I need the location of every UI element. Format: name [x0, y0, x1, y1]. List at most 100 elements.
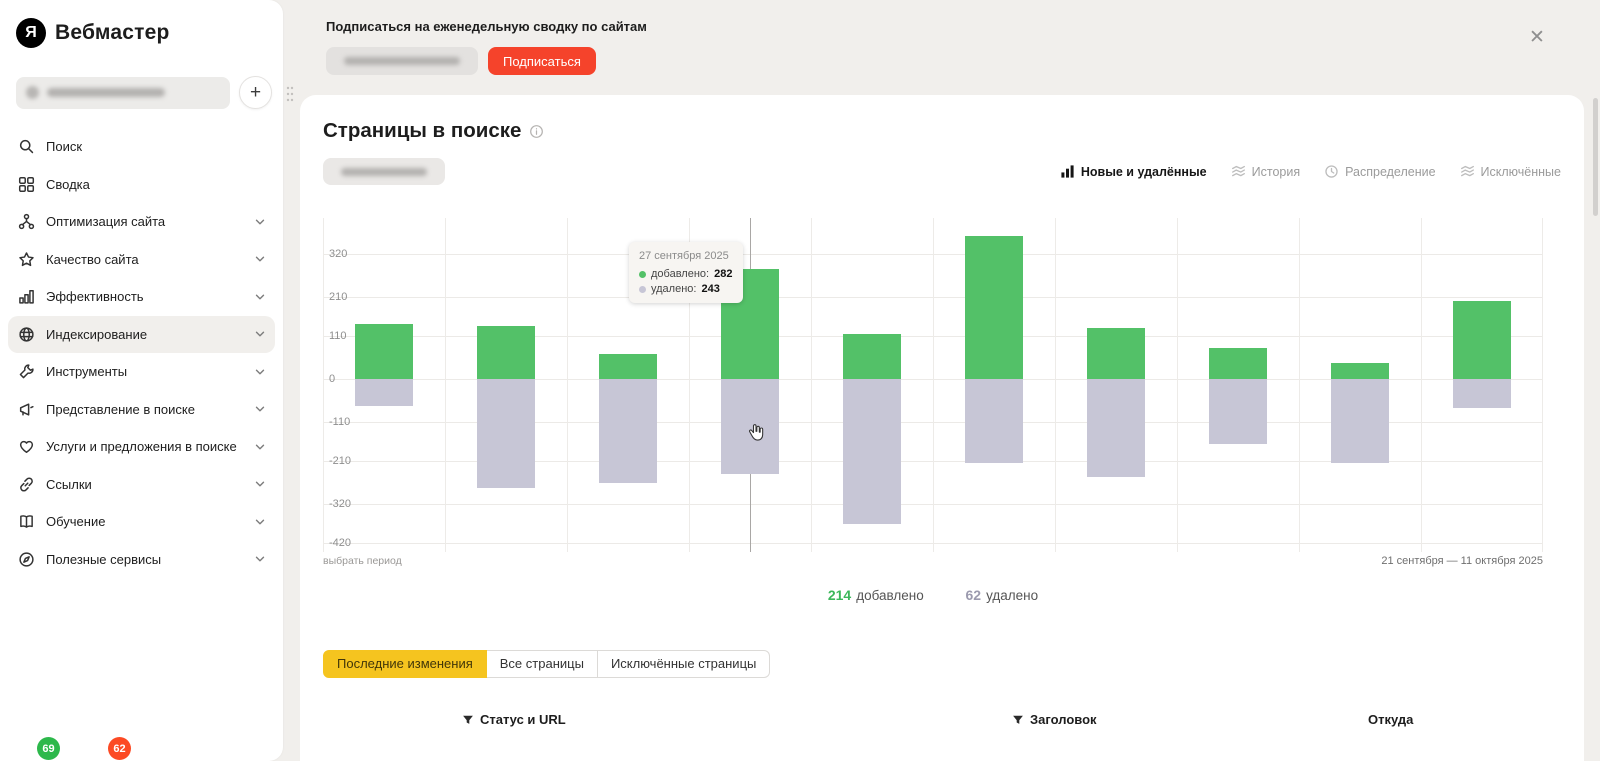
column-header-label: Заголовок: [1030, 712, 1097, 727]
link-icon: [18, 476, 35, 493]
sidebar-item-education[interactable]: Обучение: [8, 503, 275, 541]
v-gridline: [1421, 218, 1422, 552]
bar-removed[interactable]: [599, 379, 657, 483]
chevron-down-icon: [254, 478, 266, 490]
column-header-3[interactable]: Откуда: [1368, 712, 1413, 727]
column-header-label: Статус и URL: [480, 712, 566, 727]
scrollbar[interactable]: [1593, 98, 1598, 216]
removed-dot-icon: [639, 285, 646, 293]
v-gridline: [1177, 218, 1178, 552]
pages-in-search-card: Страницы в поиске Новые и удалённые Истор…: [300, 95, 1584, 761]
site-chip-blurred-text: [341, 167, 427, 176]
bar-added[interactable]: [1453, 300, 1511, 379]
bar-removed[interactable]: [843, 379, 901, 524]
added-label: добавлено: [856, 588, 924, 603]
grid-icon: [18, 176, 35, 193]
view-tab-label: Исключённые: [1480, 164, 1561, 179]
banner-close-icon[interactable]: ✕: [1524, 24, 1550, 50]
sidebar-item-search-appearance[interactable]: Представление в поиске: [8, 391, 275, 429]
sidebar-item-links[interactable]: Ссылки: [8, 466, 275, 504]
sidebar-item-summary[interactable]: Сводка: [8, 166, 275, 204]
bar-removed[interactable]: [1331, 379, 1389, 464]
v-gridline: [567, 218, 568, 552]
chevron-down-icon: [254, 403, 266, 415]
chevron-down-icon: [254, 516, 266, 528]
view-tab-history[interactable]: История: [1231, 164, 1300, 179]
bar-removed[interactable]: [721, 379, 779, 474]
wrench-icon: [18, 363, 35, 380]
bar-chart[interactable]: 27 сентября 2025 добавлено: 282 удалено:…: [323, 218, 1543, 552]
view-tab-distribution[interactable]: Распределение: [1324, 164, 1436, 179]
column-header-1[interactable]: Статус и URL: [462, 712, 566, 727]
y-axis-tick: 110: [329, 329, 347, 342]
bars-solid-icon: [1060, 164, 1075, 179]
bar-added[interactable]: [355, 324, 413, 379]
bar-added[interactable]: [599, 353, 657, 379]
column-header-2[interactable]: Заголовок: [1012, 712, 1097, 727]
select-period-link[interactable]: выбрать период: [323, 555, 402, 567]
logo[interactable]: Я Вебмастер: [16, 18, 169, 48]
sidebar-item-site-optimization[interactable]: Оптимизация сайта: [8, 203, 275, 241]
status-badge-red[interactable]: 62: [108, 737, 131, 760]
clock-icon: [1324, 164, 1339, 179]
added-count: 214: [827, 587, 852, 603]
chevron-down-icon: [254, 253, 266, 265]
sidebar-item-indexing[interactable]: Индексирование: [8, 315, 275, 353]
bar-added[interactable]: [1331, 363, 1389, 379]
chevron-down-icon: [254, 553, 266, 565]
sidebar-item-label: Инструменты: [46, 364, 128, 380]
bar-removed[interactable]: [1209, 379, 1267, 444]
chevron-down-icon: [254, 328, 266, 340]
filter-icon[interactable]: [462, 714, 474, 726]
bar-removed[interactable]: [1087, 379, 1145, 477]
info-icon[interactable]: [529, 124, 544, 139]
view-tab-excluded[interactable]: Исключённые: [1460, 164, 1561, 179]
tooltip-removed-row: удалено: 243: [639, 283, 733, 295]
subscribe-button[interactable]: Подписаться: [488, 47, 596, 75]
tab-all-pages[interactable]: Все страницы: [486, 650, 598, 678]
bar-added[interactable]: [965, 236, 1023, 379]
sidebar: Я Вебмастер + Поиск Сводка Оптимизация сай…: [0, 0, 283, 761]
sidebar-item-tools[interactable]: Инструменты: [8, 353, 275, 391]
sidebar-item-search[interactable]: Поиск: [8, 128, 275, 166]
view-tab-new-and-removed[interactable]: Новые и удалённые: [1060, 164, 1207, 179]
sidebar-item-label: Обучение: [46, 514, 106, 530]
site-chip[interactable]: [323, 158, 445, 185]
sidebar-item-label: Оптимизация сайта: [46, 214, 166, 230]
sidebar-item-site-quality[interactable]: Качество сайта: [8, 241, 275, 279]
bar-removed[interactable]: [355, 379, 413, 407]
bar-added[interactable]: [477, 326, 535, 379]
bar-removed[interactable]: [1453, 379, 1511, 409]
compass-icon: [18, 551, 35, 568]
add-site-button[interactable]: +: [239, 76, 272, 109]
banner-title: Подписаться на еженедельную сводку по са…: [326, 19, 647, 34]
sidebar-item-label: Полезные сервисы: [46, 551, 162, 567]
status-badge-green[interactable]: 69: [37, 737, 60, 760]
bar-added[interactable]: [843, 334, 901, 379]
sidebar-item-search-offers[interactable]: Услуги и предложения в поиске: [8, 428, 275, 466]
sidebar-item-efficiency[interactable]: Эффективность: [8, 278, 275, 316]
app-title: Вебмастер: [55, 21, 170, 44]
tooltip-added-row: добавлено: 282: [639, 268, 733, 280]
bar-added[interactable]: [1087, 328, 1145, 379]
chart-summary: 214 добавлено 62 удалено: [323, 587, 1543, 603]
star-icon: [18, 251, 35, 268]
removed-label: удалено: [986, 588, 1039, 603]
chart-view-tabs: Новые и удалённые История Распределение Иск…: [1060, 158, 1561, 185]
chevron-down-icon: [254, 216, 266, 228]
tab-excluded-pages[interactable]: Исключённые страницы: [597, 650, 771, 678]
table-header-row: Статус и URL Заголовок Откуда: [323, 712, 1543, 732]
sidebar-item-useful-services[interactable]: Полезные сервисы: [8, 541, 275, 579]
chevron-down-icon: [254, 366, 266, 378]
column-header-label: Откуда: [1368, 712, 1414, 727]
bar-removed[interactable]: [477, 379, 535, 489]
email-input-blurred[interactable]: [326, 47, 478, 75]
filter-icon[interactable]: [1012, 714, 1024, 726]
bar-removed[interactable]: [965, 379, 1023, 464]
bar-added[interactable]: [1209, 347, 1267, 379]
sidebar-resize-handle[interactable]: [283, 84, 297, 104]
site-selector[interactable]: [16, 76, 230, 109]
tab-latest-changes[interactable]: Последние изменения: [323, 650, 487, 678]
page-title: Страницы в поиске: [323, 119, 522, 142]
period-range: 21 сентября — 11 октября 2025: [1381, 555, 1543, 567]
